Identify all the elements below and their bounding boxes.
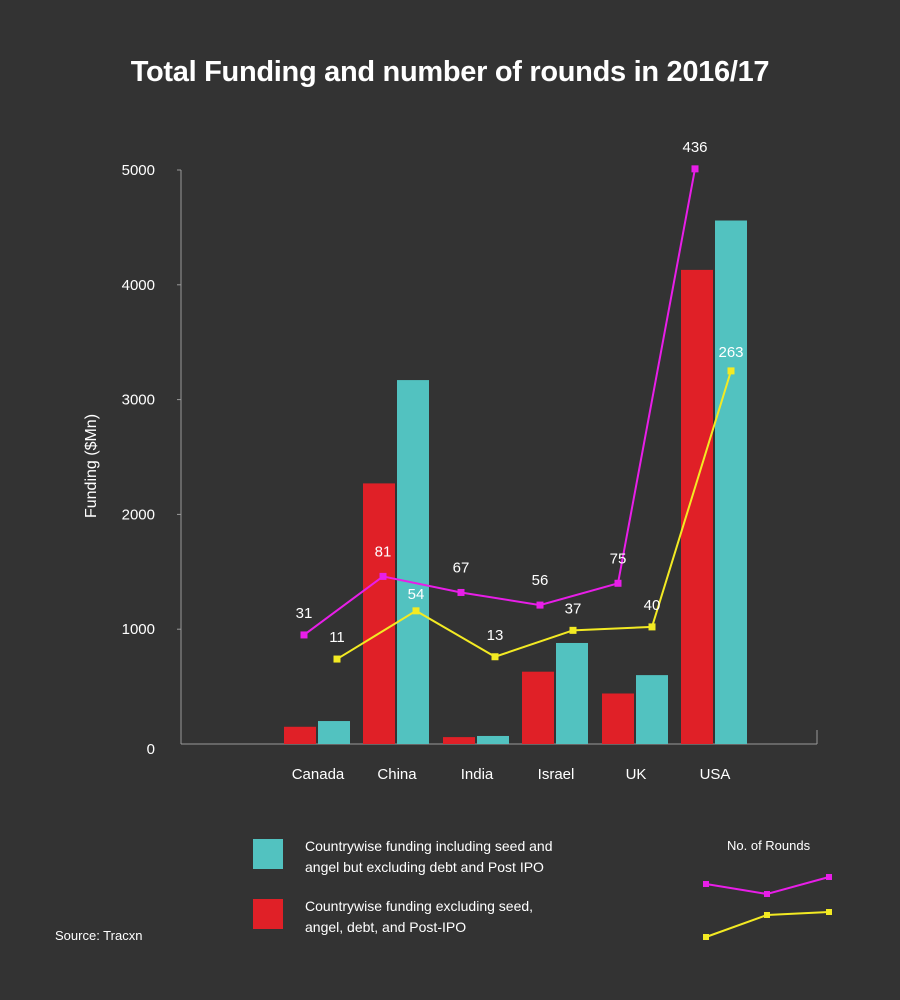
y-tick-label: 3000 — [122, 392, 155, 409]
y-axis-label: Funding ($Mn) — [83, 413, 100, 519]
rounds-point-magenta — [536, 601, 544, 609]
legend-line-yellow-point — [703, 934, 709, 940]
x-tick-label: India — [461, 766, 494, 783]
bar-teal — [715, 220, 747, 745]
rounds-point-yellow — [727, 367, 735, 375]
bar-red — [602, 693, 634, 744]
x-tick-label: UK — [626, 766, 647, 783]
legend-line-magenta-point — [703, 881, 709, 887]
rounds-point-yellow — [648, 623, 656, 631]
bar-red — [284, 726, 316, 744]
rounds-line-magenta — [303, 168, 696, 636]
x-tick-label: Israel — [538, 766, 575, 783]
bar-red — [443, 737, 475, 744]
legend-line-magenta-point — [826, 874, 832, 880]
bar-red — [522, 671, 554, 744]
rounds-data-label: 40 — [644, 597, 661, 614]
rounds-data-label: 54 — [408, 586, 425, 603]
rounds-data-label: 13 — [487, 627, 504, 644]
x-tick-label: Canada — [292, 766, 345, 783]
rounds-point-yellow — [412, 607, 420, 615]
rounds-data-label: 37 — [565, 600, 582, 617]
chart-title: Total Funding and number of rounds in 20… — [130, 56, 770, 88]
rounds-data-label: 81 — [375, 543, 392, 560]
y-tick-label: 1000 — [122, 621, 155, 638]
rounds-data-label: 11 — [329, 629, 345, 646]
legend-swatch-red — [253, 899, 283, 929]
rounds-data-label: 31 — [296, 605, 313, 622]
rounds-line-yellow — [336, 370, 732, 660]
legend-swatch-teal — [253, 839, 283, 869]
rounds-point-magenta — [614, 579, 622, 587]
bar-teal — [397, 380, 429, 744]
legend-line-yellow-point — [764, 912, 770, 918]
y-tick-label: 0 — [147, 741, 155, 758]
bar-teal — [477, 735, 509, 744]
bar-teal — [556, 642, 588, 744]
legend-line-magenta-point — [764, 891, 770, 897]
y-tick-label: 5000 — [122, 162, 155, 179]
source-note: Source: Tracxn — [55, 928, 143, 943]
rounds-point-magenta — [691, 165, 699, 173]
bar-red — [363, 483, 395, 744]
rounds-point-magenta — [379, 572, 387, 580]
y-tick-label: 4000 — [122, 277, 155, 294]
bar-red — [681, 269, 713, 744]
rounds-point-yellow — [491, 653, 499, 661]
bar-teal — [636, 675, 668, 744]
bar-teal — [318, 721, 350, 744]
rounds-point-magenta — [300, 631, 308, 639]
x-tick-label: China — [377, 766, 417, 783]
rounds-legend-title: No. of Rounds — [727, 838, 811, 853]
rounds-data-label: 56 — [532, 572, 549, 589]
legend-item-teal: Countrywise funding including seed and a… — [253, 836, 575, 878]
legend-label-teal: Countrywise funding including seed and a… — [305, 838, 553, 875]
rounds-data-label: 436 — [682, 139, 707, 156]
rounds-data-label: 67 — [453, 559, 470, 576]
rounds-point-yellow — [333, 655, 341, 663]
rounds-data-label: 263 — [718, 344, 743, 361]
x-tick-label: USA — [700, 766, 731, 783]
legend-line-yellow-point — [826, 909, 832, 915]
legend-label-red: Countrywise funding excluding seed, ange… — [305, 898, 534, 935]
y-tick-label: 2000 — [122, 506, 155, 523]
legend-item-red: Countrywise funding excluding seed, ange… — [253, 896, 575, 938]
rounds-data-label: 75 — [610, 550, 627, 567]
rounds-point-magenta — [457, 588, 465, 596]
rounds-point-yellow — [569, 626, 577, 634]
